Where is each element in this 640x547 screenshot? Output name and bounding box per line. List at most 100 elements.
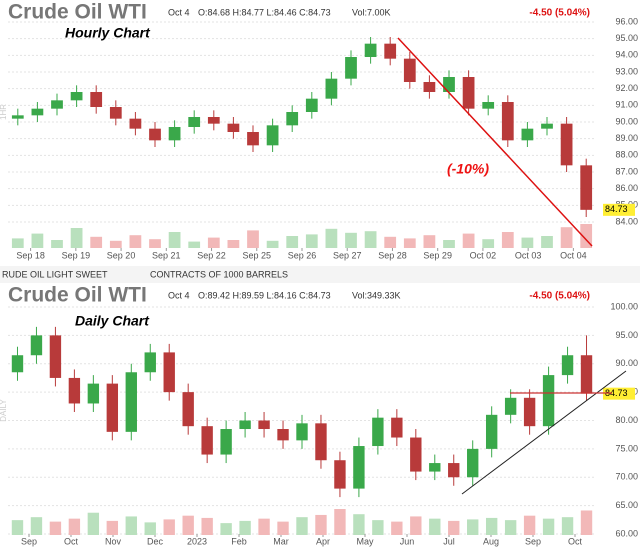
candle-body	[353, 446, 365, 489]
annotation: Hourly Chart	[65, 25, 151, 41]
candle-body	[188, 117, 201, 127]
y-tick-label: 90.00	[615, 116, 638, 126]
volume-bar	[542, 518, 555, 535]
candle-body	[485, 414, 498, 449]
price-badge	[603, 387, 635, 400]
volume-bar	[168, 232, 181, 248]
candle-body	[11, 115, 24, 119]
candle-body	[87, 383, 100, 404]
volume-bar	[384, 236, 397, 248]
y-tick-label: 65.00	[615, 500, 638, 510]
info-strip	[0, 266, 640, 283]
volume-bar	[227, 240, 240, 248]
y-tick-label: 92.00	[615, 83, 638, 93]
volume-bar	[485, 517, 498, 535]
x-tick-label: Nov	[105, 536, 122, 546]
candle-body	[523, 397, 536, 427]
volume-bar	[277, 521, 289, 535]
candle-body	[448, 463, 460, 478]
volume-bar	[504, 520, 517, 535]
volume-bar	[334, 509, 346, 535]
candle-body	[504, 397, 517, 415]
candle-body	[403, 58, 416, 82]
volume-bar	[580, 224, 593, 248]
volume-bar	[315, 514, 327, 535]
candle-body	[429, 463, 441, 472]
volume-bar	[286, 236, 299, 248]
y-tick-label: 91.00	[615, 100, 638, 110]
x-tick-label: Oct	[568, 536, 583, 546]
candle-body	[542, 375, 555, 427]
x-tick-label: Oct 03	[515, 250, 542, 260]
chart-title: Crude Oil WTI	[8, 284, 147, 307]
volume-bar	[109, 240, 122, 248]
candle-body	[266, 125, 279, 146]
candle-body	[220, 429, 232, 455]
x-tick-label: Sep 27	[333, 250, 362, 260]
volume-bar	[11, 520, 24, 535]
x-tick-label: Sep 29	[423, 250, 452, 260]
date: Oct 4	[168, 290, 190, 300]
candle-body	[560, 123, 573, 166]
candle-body	[315, 423, 327, 461]
price-label: 84.73	[605, 204, 628, 214]
volume-bar	[443, 240, 455, 248]
chart-title: Crude Oil WTI	[8, 1, 147, 24]
volume-bar	[296, 517, 308, 535]
candle-body	[70, 92, 83, 101]
y-tick-label: 95.00	[615, 330, 638, 340]
candle-body	[410, 437, 422, 472]
candle-body	[30, 335, 43, 356]
x-tick-label: Feb	[231, 536, 247, 546]
y-tick-label: 89.00	[615, 133, 638, 143]
x-tick-label: Sep 28	[378, 250, 407, 260]
volume-bar	[501, 232, 514, 248]
volume-bar	[239, 520, 251, 535]
candle-body	[580, 355, 593, 394]
volume-bar	[163, 519, 175, 535]
volume-bar	[51, 240, 63, 248]
volume-bar	[429, 518, 441, 535]
volume-bar	[580, 510, 593, 535]
candle-body	[286, 112, 299, 126]
candle-body	[109, 107, 122, 119]
volume-bar	[482, 239, 495, 248]
y-tick-label: 87.00	[615, 166, 638, 176]
volume-bar	[372, 520, 384, 535]
volume-bar	[125, 516, 137, 535]
candle-body	[277, 429, 289, 441]
candle-body	[201, 426, 213, 455]
candle-body	[129, 118, 142, 129]
volume-bar	[188, 241, 201, 248]
y-tick-label: 100.00	[610, 301, 638, 311]
y-tick-label: 60.00	[615, 528, 638, 538]
candle-body	[90, 92, 103, 107]
candle-body	[296, 423, 308, 441]
candle-body	[580, 165, 593, 210]
volume-text: Vol:7.00K	[352, 7, 391, 17]
change: -4.50 (5.04%)	[529, 8, 590, 19]
y-tick-label: 94.00	[615, 50, 638, 60]
x-tick-label: Oct 02	[470, 250, 497, 260]
volume-bar	[106, 520, 119, 535]
candle-body	[144, 352, 156, 373]
x-tick-label: Sep 19	[62, 250, 91, 260]
volume-bar	[201, 517, 213, 535]
y-tick-label: 95.00	[615, 33, 638, 43]
candle-body	[207, 117, 220, 124]
x-tick-label: Apr	[316, 536, 330, 546]
volume-bar	[68, 518, 81, 535]
volume-bar	[305, 234, 318, 248]
volume-bar	[403, 238, 416, 248]
x-tick-label: Jul	[443, 536, 455, 546]
instrument: RUDE OIL LIGHT SWEET	[2, 269, 108, 279]
candle-body	[227, 123, 240, 132]
trend-line	[397, 37, 593, 247]
volume-bar	[561, 517, 574, 535]
volume-bar	[364, 231, 377, 248]
candle-body	[51, 100, 63, 109]
y-tick-label: 90.00	[615, 358, 638, 368]
volume-bar	[220, 523, 232, 535]
annotation: Daily Chart	[75, 313, 150, 329]
